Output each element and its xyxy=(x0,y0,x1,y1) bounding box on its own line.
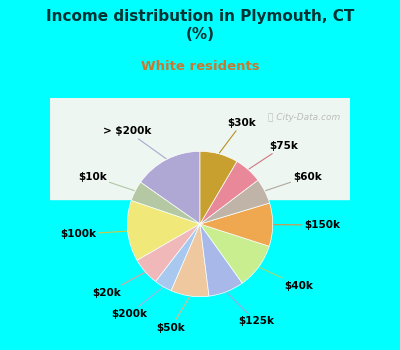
Wedge shape xyxy=(127,201,200,260)
Wedge shape xyxy=(200,224,242,296)
Text: ⓘ City-Data.com: ⓘ City-Data.com xyxy=(268,113,340,121)
Text: $75k: $75k xyxy=(249,141,298,169)
Text: $200k: $200k xyxy=(111,287,163,319)
Wedge shape xyxy=(200,161,258,224)
Wedge shape xyxy=(200,224,269,283)
Text: $20k: $20k xyxy=(92,273,144,298)
Wedge shape xyxy=(131,182,200,224)
Text: Income distribution in Plymouth, CT
(%): Income distribution in Plymouth, CT (%) xyxy=(46,9,354,42)
Text: $100k: $100k xyxy=(60,229,127,239)
Bar xyxy=(50,98,350,199)
Text: $10k: $10k xyxy=(78,172,134,191)
Wedge shape xyxy=(200,180,270,224)
Text: $30k: $30k xyxy=(219,118,256,153)
Wedge shape xyxy=(200,151,237,224)
Wedge shape xyxy=(156,224,200,291)
Text: $60k: $60k xyxy=(266,172,322,191)
Wedge shape xyxy=(200,203,273,246)
Wedge shape xyxy=(171,224,209,297)
Wedge shape xyxy=(140,151,200,224)
Text: $50k: $50k xyxy=(156,297,190,332)
Text: $40k: $40k xyxy=(260,267,314,291)
Text: $125k: $125k xyxy=(227,293,274,327)
Text: $150k: $150k xyxy=(274,220,341,230)
Wedge shape xyxy=(137,224,200,281)
Text: > $200k: > $200k xyxy=(103,126,166,159)
Text: White residents: White residents xyxy=(141,60,259,72)
